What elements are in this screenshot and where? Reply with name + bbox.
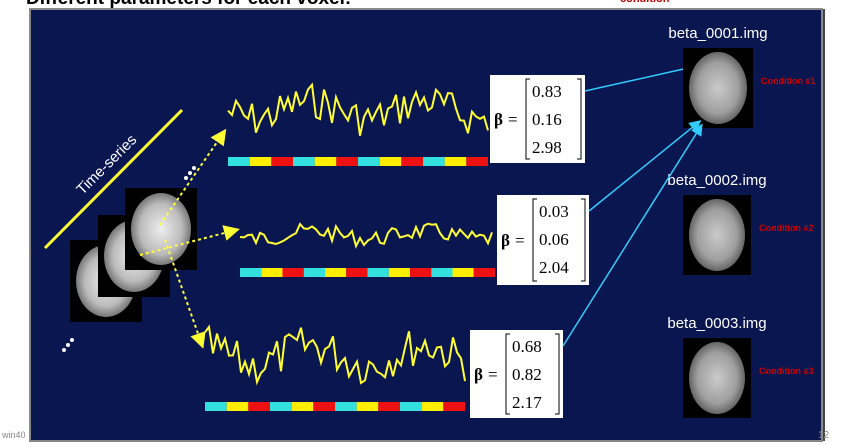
equals-sign: = bbox=[508, 110, 518, 129]
beta-value: 2.17 bbox=[512, 393, 542, 412]
page-number: 12 bbox=[818, 430, 830, 441]
beta-value: 0.82 bbox=[512, 365, 542, 384]
design-block bbox=[325, 268, 346, 277]
slide-title: Different parameters for each voxel: bbox=[26, 0, 351, 9]
beta-value: 0.06 bbox=[539, 230, 569, 249]
beta-symbol: β bbox=[501, 231, 510, 250]
design-block bbox=[283, 268, 304, 277]
condition-label: Condition #3 bbox=[759, 366, 814, 376]
design-block bbox=[474, 268, 495, 277]
design-block bbox=[313, 402, 335, 411]
design-block bbox=[271, 157, 293, 166]
header-note: condition bbox=[620, 0, 670, 5]
design-block bbox=[466, 157, 488, 166]
condition-label: Condition #1 bbox=[761, 76, 816, 86]
design-block bbox=[443, 402, 465, 411]
beta-value: 2.98 bbox=[532, 138, 562, 157]
design-block bbox=[205, 402, 227, 411]
design-block bbox=[304, 268, 325, 277]
design-block bbox=[336, 157, 358, 166]
condition-label: Condition #2 bbox=[759, 223, 814, 233]
beta-image bbox=[689, 199, 745, 271]
design-block bbox=[401, 157, 423, 166]
design-block bbox=[270, 402, 292, 411]
design-block bbox=[261, 268, 282, 277]
beta-image bbox=[689, 342, 745, 414]
design-block bbox=[422, 402, 444, 411]
beta-value: 0.16 bbox=[532, 110, 562, 129]
equals-sign: = bbox=[515, 231, 525, 250]
design-block bbox=[293, 157, 315, 166]
footer-left: win40 bbox=[1, 430, 26, 440]
design-block bbox=[368, 268, 389, 277]
design-block bbox=[227, 402, 249, 411]
design-block bbox=[292, 402, 314, 411]
beta-value: 2.04 bbox=[539, 258, 569, 277]
beta-value: 0.03 bbox=[539, 202, 569, 221]
design-block bbox=[431, 268, 452, 277]
beta-matrix: β = 0.83 0.16 2.98 bbox=[490, 75, 585, 163]
design-block bbox=[400, 402, 422, 411]
design-block bbox=[335, 402, 357, 411]
design-block bbox=[357, 402, 379, 411]
design-block bbox=[346, 268, 367, 277]
design-block bbox=[380, 157, 402, 166]
design-block bbox=[248, 402, 270, 411]
design-block bbox=[410, 268, 431, 277]
image-label: beta_0001.img bbox=[668, 25, 767, 42]
image-label: beta_0002.img bbox=[667, 172, 766, 189]
slide: Different parameters for each voxel: con… bbox=[0, 0, 846, 446]
beta-image bbox=[689, 52, 747, 124]
design-block bbox=[389, 268, 410, 277]
design-block bbox=[358, 157, 380, 166]
design-block bbox=[240, 268, 261, 277]
beta-symbol: β bbox=[474, 365, 483, 384]
beta-value: 0.68 bbox=[512, 337, 542, 356]
design-block bbox=[445, 157, 467, 166]
equals-sign: = bbox=[488, 365, 498, 384]
design-block bbox=[423, 157, 445, 166]
design-block bbox=[250, 157, 272, 166]
design-block bbox=[453, 268, 474, 277]
beta-value: 0.83 bbox=[532, 82, 562, 101]
beta-matrix: β = 0.03 0.06 2.04 bbox=[497, 195, 589, 285]
design-block bbox=[378, 402, 400, 411]
image-label: beta_0003.img bbox=[667, 315, 766, 332]
beta-matrix: β = 0.68 0.82 2.17 bbox=[470, 330, 563, 418]
beta-symbol: β bbox=[494, 110, 503, 129]
design-block bbox=[228, 157, 250, 166]
design-block bbox=[315, 157, 337, 166]
